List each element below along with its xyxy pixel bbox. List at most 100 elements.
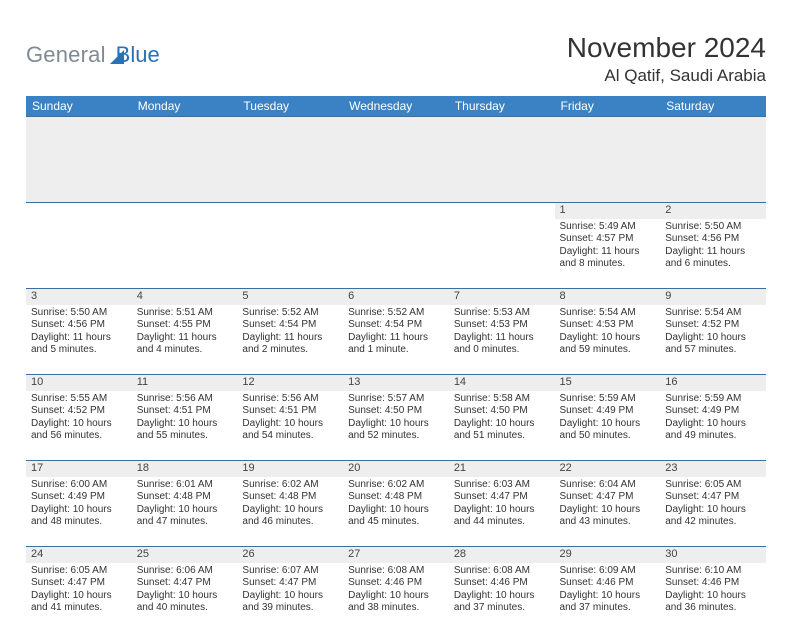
day-details: Sunrise: 5:49 AMSunset: 4:57 PMDaylight:… xyxy=(555,219,661,275)
day-cell: 8Sunrise: 5:54 AMSunset: 4:53 PMDaylight… xyxy=(555,289,661,375)
day-cell xyxy=(449,203,555,289)
daylight-line: Daylight: 10 hours and 40 minutes. xyxy=(137,590,233,615)
sunrise-line: Sunrise: 5:52 AM xyxy=(242,307,338,320)
daylight-line: Daylight: 10 hours and 46 minutes. xyxy=(242,504,338,529)
sunrise-line: Sunrise: 5:50 AM xyxy=(31,307,127,320)
sunrise-line: Sunrise: 6:01 AM xyxy=(137,479,233,492)
day-details: Sunrise: 5:56 AMSunset: 4:51 PMDaylight:… xyxy=(132,391,238,447)
daylight-line: Daylight: 11 hours and 1 minute. xyxy=(348,332,444,357)
day-details: Sunrise: 5:52 AMSunset: 4:54 PMDaylight:… xyxy=(237,305,343,361)
sunset-line: Sunset: 4:46 PM xyxy=(348,577,444,590)
sunset-line: Sunset: 4:46 PM xyxy=(560,577,656,590)
day-number: 6 xyxy=(343,289,449,305)
day-cell: 6Sunrise: 5:52 AMSunset: 4:54 PMDaylight… xyxy=(343,289,449,375)
day-number: 25 xyxy=(132,547,238,563)
sunset-line: Sunset: 4:47 PM xyxy=(137,577,233,590)
daylight-line: Daylight: 11 hours and 8 minutes. xyxy=(560,246,656,271)
day-cell xyxy=(26,203,132,289)
day-details: Sunrise: 6:05 AMSunset: 4:47 PMDaylight:… xyxy=(26,563,132,619)
location-label: Al Qatif, Saudi Arabia xyxy=(567,66,766,86)
sunset-line: Sunset: 4:51 PM xyxy=(137,405,233,418)
day-cell: 9Sunrise: 5:54 AMSunset: 4:52 PMDaylight… xyxy=(660,289,766,375)
day-header: Tuesday xyxy=(237,96,343,117)
day-details: Sunrise: 5:50 AMSunset: 4:56 PMDaylight:… xyxy=(660,219,766,275)
sunset-line: Sunset: 4:49 PM xyxy=(31,491,127,504)
sunrise-line: Sunrise: 6:04 AM xyxy=(560,479,656,492)
sunset-line: Sunset: 4:48 PM xyxy=(242,491,338,504)
day-cell: 10Sunrise: 5:55 AMSunset: 4:52 PMDayligh… xyxy=(26,375,132,461)
sunrise-line: Sunrise: 6:08 AM xyxy=(348,565,444,578)
sunset-line: Sunset: 4:48 PM xyxy=(348,491,444,504)
header-spacer-row xyxy=(26,117,766,203)
daylight-line: Daylight: 10 hours and 47 minutes. xyxy=(137,504,233,529)
daylight-line: Daylight: 10 hours and 38 minutes. xyxy=(348,590,444,615)
sunrise-line: Sunrise: 5:57 AM xyxy=(348,393,444,406)
day-cell: 29Sunrise: 6:09 AMSunset: 4:46 PMDayligh… xyxy=(555,547,661,633)
day-cell: 25Sunrise: 6:06 AMSunset: 4:47 PMDayligh… xyxy=(132,547,238,633)
day-cell: 11Sunrise: 5:56 AMSunset: 4:51 PMDayligh… xyxy=(132,375,238,461)
sunrise-line: Sunrise: 6:00 AM xyxy=(31,479,127,492)
day-cell xyxy=(343,203,449,289)
day-cell: 7Sunrise: 5:53 AMSunset: 4:53 PMDaylight… xyxy=(449,289,555,375)
day-number: 26 xyxy=(237,547,343,563)
daylight-line: Daylight: 10 hours and 41 minutes. xyxy=(31,590,127,615)
sunset-line: Sunset: 4:53 PM xyxy=(560,319,656,332)
sunrise-line: Sunrise: 6:05 AM xyxy=(31,565,127,578)
day-cell: 22Sunrise: 6:04 AMSunset: 4:47 PMDayligh… xyxy=(555,461,661,547)
day-number: 14 xyxy=(449,375,555,391)
sunset-line: Sunset: 4:51 PM xyxy=(242,405,338,418)
page-header: General Blue November 2024 Al Qatif, Sau… xyxy=(26,28,766,86)
day-header: Friday xyxy=(555,96,661,117)
daylight-line: Daylight: 10 hours and 45 minutes. xyxy=(348,504,444,529)
daylight-line: Daylight: 10 hours and 37 minutes. xyxy=(560,590,656,615)
day-cell: 1Sunrise: 5:49 AMSunset: 4:57 PMDaylight… xyxy=(555,203,661,289)
day-header-row: SundayMondayTuesdayWednesdayThursdayFrid… xyxy=(26,96,766,117)
week-row: 10Sunrise: 5:55 AMSunset: 4:52 PMDayligh… xyxy=(26,375,766,461)
day-number: 19 xyxy=(237,461,343,477)
title-block: November 2024 Al Qatif, Saudi Arabia xyxy=(567,28,766,86)
day-number: 5 xyxy=(237,289,343,305)
sunset-line: Sunset: 4:49 PM xyxy=(665,405,761,418)
daylight-line: Daylight: 11 hours and 6 minutes. xyxy=(665,246,761,271)
day-number: 20 xyxy=(343,461,449,477)
sunset-line: Sunset: 4:46 PM xyxy=(454,577,550,590)
day-cell: 5Sunrise: 5:52 AMSunset: 4:54 PMDaylight… xyxy=(237,289,343,375)
day-number: 30 xyxy=(660,547,766,563)
daylight-line: Daylight: 10 hours and 51 minutes. xyxy=(454,418,550,443)
day-cell: 17Sunrise: 6:00 AMSunset: 4:49 PMDayligh… xyxy=(26,461,132,547)
daylight-line: Daylight: 10 hours and 42 minutes. xyxy=(665,504,761,529)
sunrise-line: Sunrise: 5:56 AM xyxy=(242,393,338,406)
day-details: Sunrise: 6:00 AMSunset: 4:49 PMDaylight:… xyxy=(26,477,132,533)
week-row: 17Sunrise: 6:00 AMSunset: 4:49 PMDayligh… xyxy=(26,461,766,547)
week-row: 24Sunrise: 6:05 AMSunset: 4:47 PMDayligh… xyxy=(26,547,766,633)
sunset-line: Sunset: 4:47 PM xyxy=(31,577,127,590)
sunset-line: Sunset: 4:50 PM xyxy=(348,405,444,418)
sunrise-line: Sunrise: 5:54 AM xyxy=(665,307,761,320)
sunrise-line: Sunrise: 6:03 AM xyxy=(454,479,550,492)
day-details: Sunrise: 5:51 AMSunset: 4:55 PMDaylight:… xyxy=(132,305,238,361)
daylight-line: Daylight: 10 hours and 36 minutes. xyxy=(665,590,761,615)
daylight-line: Daylight: 10 hours and 39 minutes. xyxy=(242,590,338,615)
daylight-line: Daylight: 10 hours and 44 minutes. xyxy=(454,504,550,529)
sunrise-line: Sunrise: 5:51 AM xyxy=(137,307,233,320)
day-cell: 21Sunrise: 6:03 AMSunset: 4:47 PMDayligh… xyxy=(449,461,555,547)
day-details: Sunrise: 6:08 AMSunset: 4:46 PMDaylight:… xyxy=(343,563,449,619)
day-number: 10 xyxy=(26,375,132,391)
day-header: Saturday xyxy=(660,96,766,117)
sunset-line: Sunset: 4:48 PM xyxy=(137,491,233,504)
sunrise-line: Sunrise: 6:08 AM xyxy=(454,565,550,578)
sunset-line: Sunset: 4:49 PM xyxy=(560,405,656,418)
day-details: Sunrise: 6:02 AMSunset: 4:48 PMDaylight:… xyxy=(343,477,449,533)
week-row: 1Sunrise: 5:49 AMSunset: 4:57 PMDaylight… xyxy=(26,203,766,289)
day-details: Sunrise: 6:01 AMSunset: 4:48 PMDaylight:… xyxy=(132,477,238,533)
sunrise-line: Sunrise: 5:59 AM xyxy=(665,393,761,406)
day-details: Sunrise: 5:59 AMSunset: 4:49 PMDaylight:… xyxy=(555,391,661,447)
day-number: 12 xyxy=(237,375,343,391)
sunrise-line: Sunrise: 5:54 AM xyxy=(560,307,656,320)
day-number: 27 xyxy=(343,547,449,563)
day-number: 18 xyxy=(132,461,238,477)
week-row: 3Sunrise: 5:50 AMSunset: 4:56 PMDaylight… xyxy=(26,289,766,375)
sunset-line: Sunset: 4:52 PM xyxy=(665,319,761,332)
day-details: Sunrise: 6:05 AMSunset: 4:47 PMDaylight:… xyxy=(660,477,766,533)
sunrise-line: Sunrise: 5:58 AM xyxy=(454,393,550,406)
